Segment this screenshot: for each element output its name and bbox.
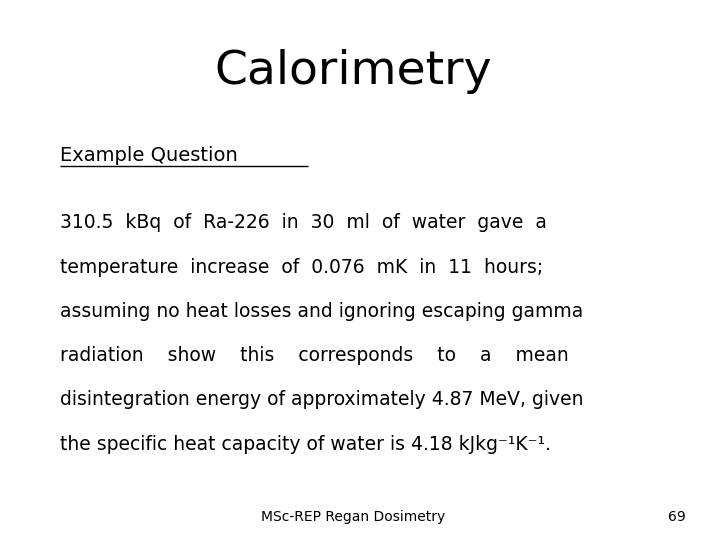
Text: disintegration energy of approximately 4.87 MeV, given: disintegration energy of approximately 4… (60, 390, 584, 409)
Text: the specific heat capacity of water is 4.18 kJkg⁻¹K⁻¹.: the specific heat capacity of water is 4… (60, 435, 551, 454)
Text: assuming no heat losses and ignoring escaping gamma: assuming no heat losses and ignoring esc… (60, 302, 583, 321)
Text: Calorimetry: Calorimetry (215, 49, 492, 93)
Text: Example Question: Example Question (60, 146, 238, 165)
Text: 69: 69 (668, 510, 686, 524)
Text: radiation    show    this    corresponds    to    a    mean: radiation show this corresponds to a mea… (60, 346, 569, 365)
Text: 310.5  kBq  of  Ra-226  in  30  ml  of  water  gave  a: 310.5 kBq of Ra-226 in 30 ml of water ga… (60, 213, 547, 232)
Text: temperature  increase  of  0.076  mK  in  11  hours;: temperature increase of 0.076 mK in 11 h… (60, 258, 544, 276)
Text: MSc-REP Regan Dosimetry: MSc-REP Regan Dosimetry (261, 510, 446, 524)
